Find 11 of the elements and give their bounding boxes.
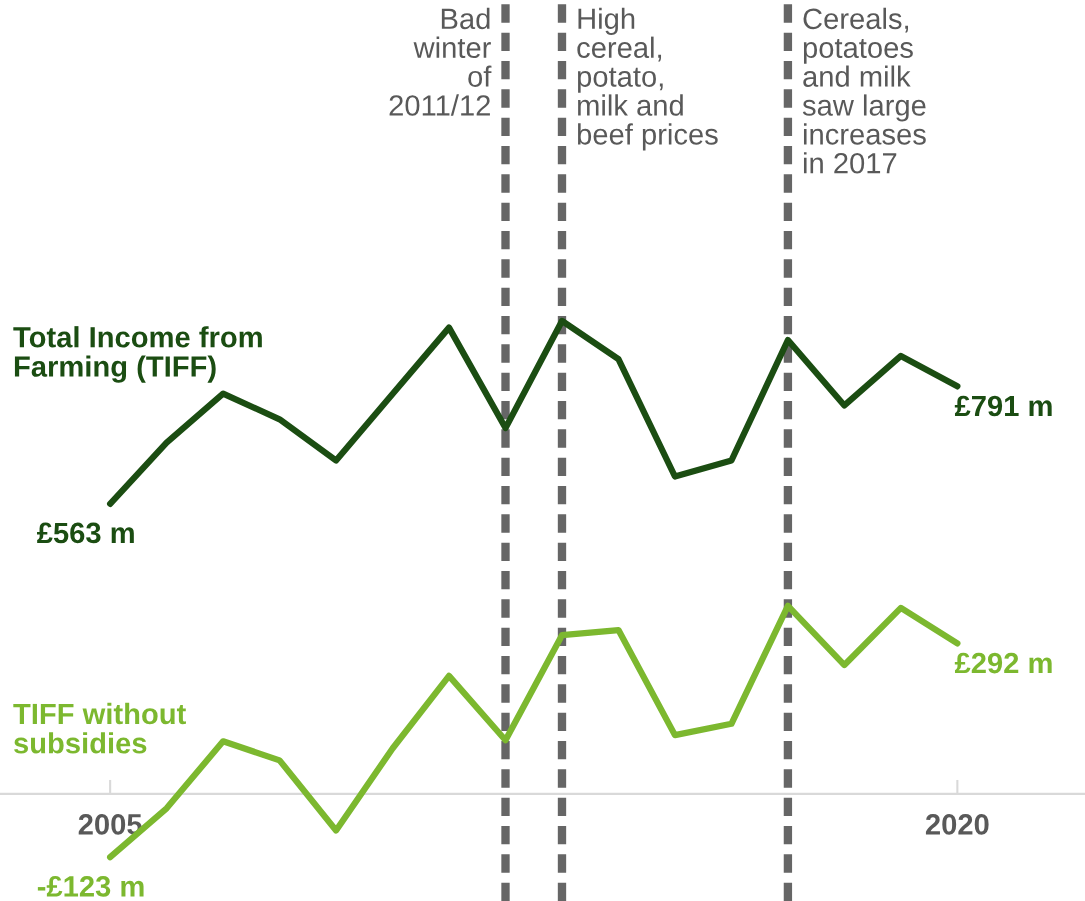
data-label: -£123 m (37, 876, 144, 897)
ref-line-label: Bad winter of 2011/12 (389, 7, 492, 116)
ref-line-label: High cereal, potato, milk and beef prices (577, 7, 718, 151)
series-label: TIFF without subsidies (13, 702, 186, 754)
x-tick-label: 2005 (78, 814, 142, 835)
data-label: £292 m (954, 652, 1052, 674)
ref-line-label: Cereals, potatoes and milk saw large increases in 2017 (802, 7, 926, 174)
data-label: £563 m (37, 522, 134, 544)
series-label: Total Income from Farming (TIFF) (13, 326, 262, 383)
x-tick-label: 2020 (925, 814, 989, 835)
data-label: £791 m (954, 395, 1052, 417)
